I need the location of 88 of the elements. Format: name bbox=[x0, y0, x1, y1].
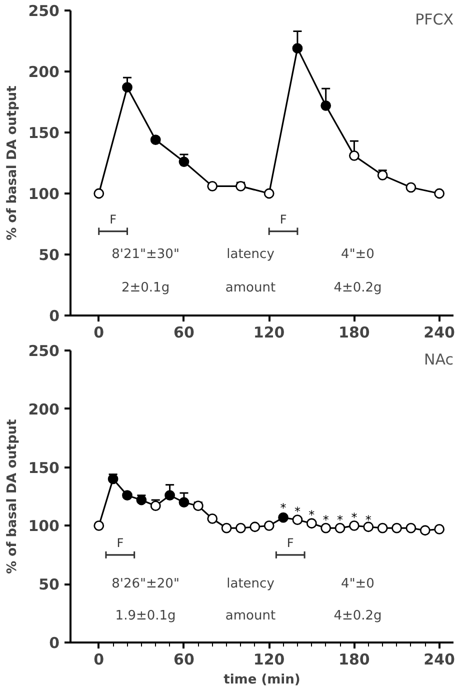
point bbox=[264, 520, 274, 531]
point bbox=[434, 188, 445, 199]
point bbox=[292, 43, 303, 54]
annotation: amount bbox=[225, 608, 276, 624]
point bbox=[406, 182, 416, 193]
point bbox=[349, 520, 360, 531]
y-axis-title: % of basal DA output bbox=[5, 86, 20, 240]
point bbox=[150, 500, 161, 512]
annotation: latency bbox=[226, 247, 275, 262]
y-tick-label: 200 bbox=[28, 400, 60, 418]
annotation: 8'21"±30" bbox=[112, 247, 180, 262]
x-tick-label: 0 bbox=[94, 650, 104, 668]
point bbox=[250, 522, 260, 532]
point bbox=[349, 150, 360, 161]
point bbox=[150, 134, 161, 146]
y-axis-title: % of basal DA output bbox=[5, 419, 20, 574]
series-label: F bbox=[280, 212, 287, 226]
x-tick-label: 60 bbox=[174, 650, 194, 668]
point bbox=[178, 497, 190, 508]
point bbox=[207, 514, 218, 524]
y-tick-label: 200 bbox=[28, 63, 60, 81]
annotation: 4"±0 bbox=[341, 247, 374, 262]
point bbox=[94, 188, 104, 199]
annotation: * bbox=[337, 512, 344, 527]
x-axis-title: time (min) bbox=[224, 672, 300, 688]
annotation: * bbox=[322, 512, 329, 527]
y-tick-label: 150 bbox=[28, 124, 60, 142]
point bbox=[178, 156, 190, 167]
annotation: 2±0.1g bbox=[121, 280, 170, 296]
chart-title: NAc bbox=[424, 350, 454, 368]
point bbox=[320, 522, 332, 534]
x-tick-label: 0 bbox=[94, 324, 104, 342]
annotation: 4±0.2g bbox=[334, 280, 382, 296]
annotation: * bbox=[351, 510, 358, 525]
x-tick-label: 60 bbox=[174, 324, 194, 342]
point bbox=[192, 500, 204, 512]
point bbox=[334, 522, 346, 534]
annotation: * bbox=[365, 512, 372, 527]
y-tick-label: 0 bbox=[49, 634, 60, 652]
y-tick-label: 150 bbox=[28, 458, 60, 477]
series-label: F bbox=[110, 212, 117, 226]
point bbox=[108, 474, 118, 484]
annotation: 8'26"±20" bbox=[112, 576, 180, 592]
y-tick-label: 50 bbox=[38, 246, 60, 264]
y-tick-label: 100 bbox=[28, 185, 60, 203]
x-tick-label: 240 bbox=[424, 324, 455, 342]
point bbox=[236, 180, 246, 192]
point bbox=[406, 522, 416, 534]
x-tick-label: 180 bbox=[338, 324, 370, 342]
annotation: 1.9±0.1g bbox=[115, 608, 176, 624]
annotation: latency bbox=[226, 576, 275, 592]
point bbox=[377, 170, 388, 180]
point bbox=[363, 522, 374, 532]
point bbox=[320, 100, 332, 111]
point bbox=[278, 512, 288, 523]
point bbox=[94, 520, 104, 531]
x-tick-label: 240 bbox=[424, 650, 455, 668]
annotation: 4±0.2g bbox=[334, 608, 382, 624]
point bbox=[264, 188, 274, 199]
point bbox=[207, 180, 218, 192]
point bbox=[136, 494, 147, 506]
chart-title: PFCX bbox=[415, 10, 454, 28]
y-tick-label: 250 bbox=[28, 2, 60, 20]
point bbox=[236, 522, 246, 534]
x-tick-label: 180 bbox=[338, 650, 370, 668]
y-tick-label: 0 bbox=[49, 307, 60, 325]
point bbox=[122, 82, 132, 93]
point bbox=[420, 525, 430, 536]
series-label: F bbox=[286, 536, 294, 550]
annotation: * bbox=[308, 508, 315, 522]
point bbox=[164, 490, 175, 501]
point bbox=[292, 514, 303, 526]
y-tick-label: 100 bbox=[28, 517, 60, 536]
series-label: F bbox=[116, 536, 124, 550]
annotation: amount bbox=[225, 280, 276, 296]
point bbox=[434, 524, 445, 534]
x-tick-label: 120 bbox=[253, 650, 285, 668]
point bbox=[221, 522, 232, 534]
point bbox=[392, 522, 402, 534]
x-tick-label: 120 bbox=[253, 324, 285, 342]
annotation: 4"±0 bbox=[341, 576, 374, 592]
annotation: * bbox=[294, 504, 300, 519]
y-tick-label: 50 bbox=[38, 576, 60, 594]
y-tick-label: 250 bbox=[28, 342, 60, 360]
point bbox=[377, 522, 388, 534]
point bbox=[306, 518, 317, 529]
annotation: * bbox=[280, 501, 286, 516]
point bbox=[122, 490, 132, 501]
